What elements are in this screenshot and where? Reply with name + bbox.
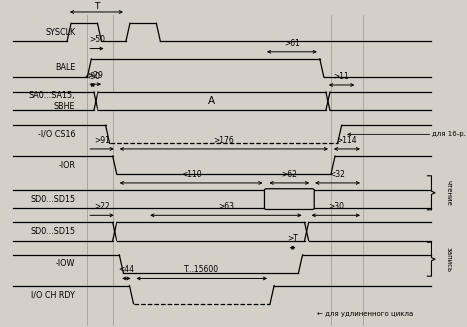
Text: SYSCLK: SYSCLK [45,28,75,37]
Text: >176: >176 [213,136,234,145]
Text: <32: <32 [330,170,346,179]
Text: >30: >30 [328,202,344,211]
Text: A: A [208,96,215,106]
Text: >T: >T [287,234,298,244]
Text: BALE: BALE [55,63,75,73]
Text: >62: >62 [282,170,297,179]
Text: -IOR: -IOR [58,161,75,170]
Text: SBHE: SBHE [54,102,75,111]
Text: ← для удлиненного цикла: ← для удлиненного цикла [318,311,414,317]
Text: >91: >91 [94,136,110,145]
Text: <110: <110 [181,170,201,179]
Text: >114: >114 [337,136,357,145]
Text: T: T [94,2,99,11]
Text: -IOW: -IOW [56,259,75,268]
Text: чтение: чтение [445,180,451,206]
Text: T...15600: T...15600 [184,265,219,274]
Text: >29: >29 [88,71,104,80]
Text: >63: >63 [218,202,234,211]
Text: запись: запись [445,247,451,272]
Text: SA0...SA15,: SA0...SA15, [28,91,75,100]
Text: <90: <90 [85,72,101,81]
Text: SD0...SD15: SD0...SD15 [30,195,75,204]
Text: SD0...SD15: SD0...SD15 [30,227,75,236]
FancyBboxPatch shape [264,189,314,210]
Text: >22: >22 [94,202,110,211]
Text: >61: >61 [284,39,300,48]
Text: для 16-р.: для 16-р. [432,131,467,137]
Text: >11: >11 [334,72,349,81]
Text: I/O CH RDY: I/O CH RDY [31,290,75,299]
Text: >50: >50 [89,35,105,44]
Text: <44: <44 [119,265,134,274]
Text: -I/O CS16: -I/O CS16 [38,130,75,139]
